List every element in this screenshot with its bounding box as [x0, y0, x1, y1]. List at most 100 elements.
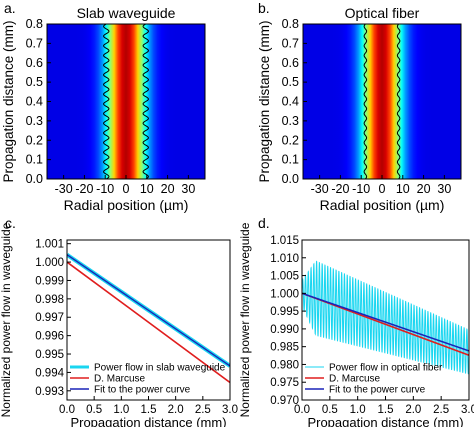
- x-tick-label: 0.0: [59, 404, 75, 416]
- x-tick-label: 2.5: [433, 404, 449, 416]
- y-tick-label: 0.0: [282, 172, 299, 186]
- y-tick-label: 0.998: [35, 294, 64, 306]
- y-axis-label: Normalized power flow in waveguide: [238, 222, 252, 417]
- y-tick-label: 0.5: [282, 75, 299, 89]
- x-tick-label: 30: [437, 182, 451, 196]
- x-tick-label: -20: [331, 182, 349, 196]
- x-tick-label: 10: [396, 182, 410, 196]
- left-boundary-line: [363, 23, 368, 180]
- x-tick-label: -30: [55, 182, 73, 196]
- plot-area: [302, 260, 469, 375]
- x-tick-label: -20: [75, 182, 93, 196]
- x-tick-label: 1.5: [378, 404, 394, 416]
- panel-label: d.: [258, 215, 270, 231]
- panel-b-optical-fiber: -30 -20 -10 0 10 20 30 0.0 0.1 0.2 0.3 0.4 0.5 0.6 0.7…: [257, 0, 462, 213]
- x-tick-label: 30: [181, 182, 195, 196]
- y-tick-label: 0.5: [26, 75, 43, 89]
- series-line: [302, 260, 469, 375]
- panel-label: b.: [258, 0, 270, 16]
- y-tick-label: 0.3: [26, 114, 43, 128]
- y-tick-label: 1.001: [35, 239, 64, 251]
- y-tick-label: 0.0: [26, 172, 43, 186]
- x-tick-label: 1.5: [141, 404, 157, 416]
- y-tick-label: 0.975: [270, 377, 299, 389]
- x-tick-label: 3.0: [461, 404, 474, 416]
- y-tick-label: 1.005: [270, 271, 299, 283]
- x-tick-label: 20: [161, 182, 175, 196]
- x-axis-label: Radial position (µm): [64, 197, 189, 213]
- y-tick-label: 1.000: [35, 257, 64, 269]
- legend-entry: D. Marcuse: [94, 374, 146, 385]
- series-line: [67, 254, 230, 367]
- x-tick-label: -10: [352, 182, 370, 196]
- x-tick-label: 3.0: [222, 404, 238, 416]
- y-tick-label: 0.2: [26, 133, 43, 147]
- series-line: [302, 292, 469, 352]
- y-tick-label: 0.4: [26, 95, 43, 109]
- y-tick-label: 0.1: [282, 153, 299, 167]
- x-tick-label: -10: [96, 182, 114, 196]
- y-tick-label: 0.6: [26, 56, 43, 70]
- y-axis-label: Normalized power flow in waveguide: [0, 222, 13, 417]
- y-tick-label: 0.993: [35, 386, 64, 398]
- x-tick-label: 0.0: [294, 404, 310, 416]
- x-tick-label: 1.0: [350, 404, 366, 416]
- legend-entry: Power flow in slab waveguide: [94, 363, 226, 374]
- heatmap-field: [47, 24, 205, 179]
- panel-label: a.: [4, 0, 16, 16]
- y-tick-label: 0.999: [35, 275, 64, 287]
- y-tick-label: 1.015: [270, 235, 299, 247]
- chart-title: Slab waveguide: [77, 5, 176, 21]
- plot-area: [67, 253, 230, 384]
- heatmap-field: [303, 24, 461, 179]
- x-tick-label: 0.5: [86, 404, 102, 416]
- x-tick-label: 20: [417, 182, 431, 196]
- legend-entry: Power flow in optical fiber: [329, 363, 443, 374]
- y-tick-label: 0.2: [282, 133, 299, 147]
- y-tick-label: 1.000: [270, 288, 299, 300]
- x-tick-label: 10: [140, 182, 154, 196]
- x-tick-label: -30: [311, 182, 329, 196]
- x-tick-label: 2.5: [195, 404, 211, 416]
- legend-entry: Fit to the power curve: [329, 385, 426, 396]
- x-axis-label: Propagation distance (mm): [307, 415, 463, 427]
- y-axis-label: Propagation distance (mm): [1, 20, 16, 182]
- y-tick-label: 1.010: [270, 253, 299, 265]
- y-tick-label: 0.995: [35, 349, 64, 361]
- y-tick-label: 0.1: [26, 153, 43, 167]
- y-tick-label: 0.995: [270, 306, 299, 318]
- left-boundary-line: [103, 23, 110, 180]
- y-tick-label: 0.3: [282, 114, 299, 128]
- x-axis-label: Radial position (µm): [320, 197, 445, 213]
- y-tick-label: 0.4: [282, 95, 299, 109]
- y-tick-label: 0.997: [35, 312, 64, 324]
- x-tick-label: 0: [123, 182, 130, 196]
- x-tick-label: 1.0: [113, 404, 129, 416]
- y-tick-label: 0.970: [270, 395, 299, 407]
- y-tick-label: 0.996: [35, 331, 64, 343]
- y-tick-label: 0.8: [282, 17, 299, 31]
- x-tick-label: 0.5: [322, 404, 338, 416]
- y-tick-label: 0.6: [282, 56, 299, 70]
- x-tick-label: 2.0: [168, 404, 184, 416]
- y-tick-label: 0.994: [35, 367, 64, 379]
- panel-a-slab-waveguide: -30 -20 -10 0 10 20 30 0.0 0.1 0.2 0.3 0.4 0.5 0.6 0.7…: [1, 0, 206, 213]
- series-line: [67, 261, 230, 384]
- panel-d-power-flow-fiber: 0.0 0.5 1.0 1.5 2.0 2.5 3.0 0.970 0.975 0.980 0.98…: [238, 215, 474, 427]
- legend-entry: D. Marcuse: [329, 374, 381, 385]
- y-tick-label: 0.8: [26, 17, 43, 31]
- panel-label: c.: [5, 215, 16, 231]
- plot-frame: [66, 239, 231, 401]
- right-boundary-line: [396, 23, 401, 180]
- right-boundary-line: [142, 23, 149, 180]
- panel-c-power-flow-slab: 0.0 0.5 1.0 1.5 2.0 2.5 3.0 0.993 0.994 0.995 0.99…: [0, 215, 238, 427]
- y-tick-label: 0.985: [270, 342, 299, 354]
- y-tick-label: 0.990: [270, 324, 299, 336]
- y-tick-label: 0.7: [282, 36, 299, 50]
- y-tick-label: 0.7: [26, 36, 43, 50]
- y-tick-label: 0.980: [270, 359, 299, 371]
- y-axis-label: Propagation distance (mm): [257, 20, 272, 182]
